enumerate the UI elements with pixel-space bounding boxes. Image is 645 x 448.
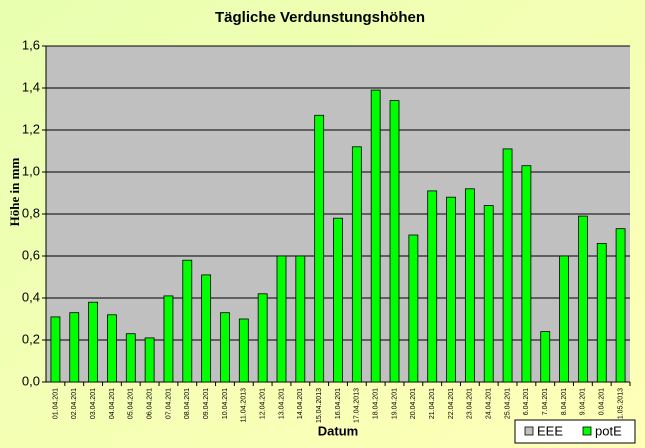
bar xyxy=(182,259,193,383)
x-tick-label: 6.04.201 xyxy=(523,388,530,415)
bar xyxy=(502,148,513,383)
x-tick-label: 8.04.201 xyxy=(561,388,568,415)
y-tick-label: 0,8 xyxy=(22,205,40,220)
x-tick-label: 22.04.201 xyxy=(448,388,455,419)
bar xyxy=(276,255,287,383)
bar xyxy=(257,293,268,383)
x-tick-label: 04.04.201 xyxy=(109,388,116,419)
legend-label: EEE xyxy=(537,423,563,438)
bar xyxy=(540,331,551,383)
x-axis-label: Datum xyxy=(318,423,358,438)
bar xyxy=(333,217,343,383)
bar xyxy=(125,333,136,383)
x-tick-label: 21.04.201 xyxy=(429,388,436,419)
bar xyxy=(483,205,494,383)
bar xyxy=(220,312,230,383)
bar xyxy=(163,295,174,383)
bar xyxy=(427,190,438,383)
x-tick-label: 15.04.2013 xyxy=(316,388,323,423)
y-tick-label: 1,2 xyxy=(22,121,40,136)
x-tick-label: 20.04.201 xyxy=(410,388,417,419)
x-tick-label: 13.04.201 xyxy=(278,388,285,419)
bar xyxy=(408,234,419,383)
x-tick-label: 23.04.201 xyxy=(467,388,474,419)
x-tick-label: 16.04.201 xyxy=(335,388,342,419)
bar xyxy=(88,301,98,383)
chart-title: Tägliche Verdunstungshöhen xyxy=(215,9,425,26)
x-tick-label: 0.04.201 xyxy=(599,388,606,415)
x-tick-label: 10.04.201 xyxy=(222,388,229,419)
bar xyxy=(559,255,569,383)
x-tick-label: 02.04.201 xyxy=(71,388,78,419)
y-tick-label: 0,0 xyxy=(22,373,40,388)
y-tick-label: 1,6 xyxy=(22,37,40,52)
bar xyxy=(50,316,61,383)
bar xyxy=(446,196,456,383)
x-tick-label: 09.04.201 xyxy=(203,388,210,419)
y-tick-label: 0,2 xyxy=(22,331,40,346)
bar xyxy=(370,89,381,383)
legend-swatch xyxy=(582,426,592,436)
x-tick-label: 14.04.201 xyxy=(297,388,304,419)
x-tick-label: 24.04.201 xyxy=(486,388,493,419)
x-tick-label: 18.04.201 xyxy=(373,388,380,419)
x-tick-label: 08.04.201 xyxy=(184,388,191,419)
x-tick-label: 01.04.201 xyxy=(52,388,59,419)
x-tick-label: 12.04.201 xyxy=(259,388,266,419)
y-tick-label: 0,4 xyxy=(22,289,40,304)
x-tick-label: 11.04.2013 xyxy=(241,388,248,423)
x-tick-label: 7.04.201 xyxy=(542,388,549,415)
x-tick-label: 05.04.201 xyxy=(128,388,135,419)
x-tick-label: 9.04.201 xyxy=(580,388,587,415)
x-tick-label: 03.04.201 xyxy=(90,388,97,419)
bar xyxy=(521,165,532,383)
legend-box xyxy=(514,419,636,444)
legend-swatch xyxy=(524,426,534,436)
y-tick-label: 1,0 xyxy=(22,163,40,178)
bar xyxy=(144,337,155,383)
bar xyxy=(596,242,607,383)
x-tick-label: 17.04.2013 xyxy=(354,388,361,423)
y-tick-label: 0,6 xyxy=(22,247,40,262)
x-tick-label: 06.04.201 xyxy=(146,388,153,419)
x-tick-label: 25.04.201 xyxy=(504,388,511,419)
bar xyxy=(295,255,306,383)
y-axis-label: Höhe in mm xyxy=(7,158,22,227)
bar xyxy=(389,100,400,383)
bar xyxy=(351,146,362,383)
bar xyxy=(578,215,588,383)
x-tick-label: 19.04.201 xyxy=(391,388,398,419)
x-tick-label: 07.04.201 xyxy=(165,388,172,419)
bar xyxy=(615,228,626,383)
bar xyxy=(107,314,117,383)
legend-label: potE xyxy=(595,423,622,438)
y-tick-label: 1,4 xyxy=(22,79,40,94)
bar xyxy=(201,274,212,383)
x-tick-label: 1.05.2013 xyxy=(617,388,624,419)
bar xyxy=(314,114,325,383)
bar xyxy=(464,188,475,383)
bar xyxy=(69,312,80,383)
bar xyxy=(238,318,249,383)
